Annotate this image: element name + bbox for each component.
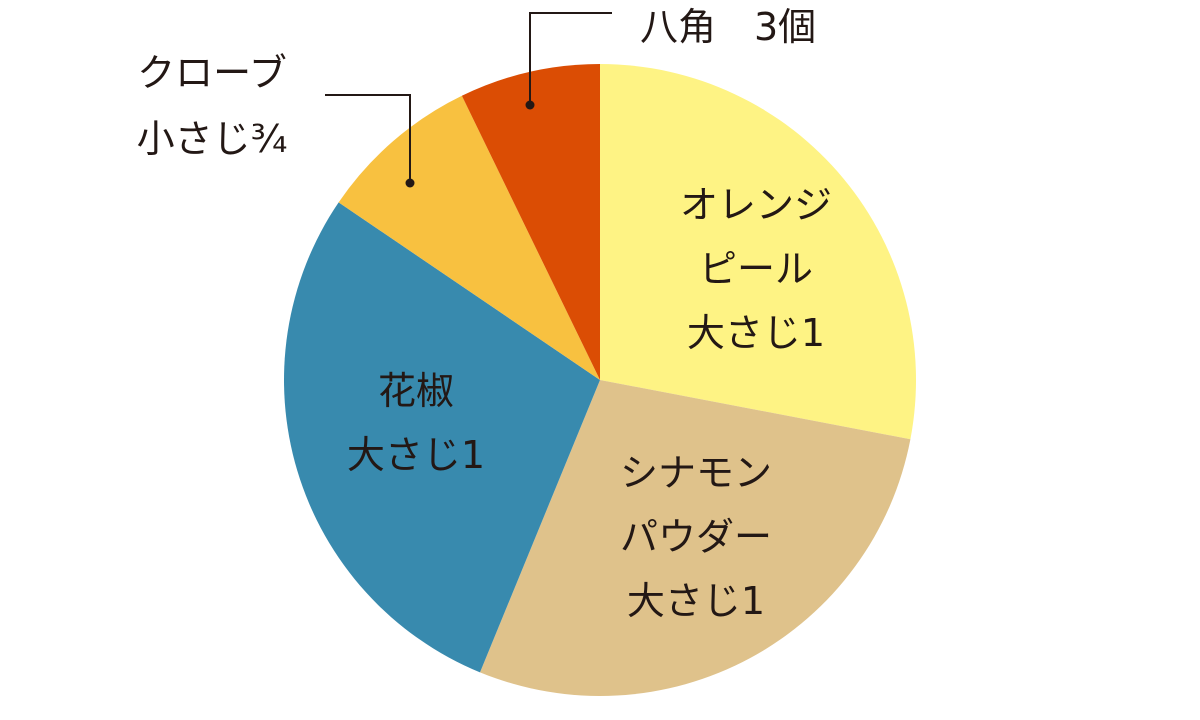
- leader-line-star-anise: [525, 12, 612, 110]
- slice-label-orange-peel-line1: オレンジ: [680, 183, 832, 227]
- slice-label-clove-line1: クローブ: [137, 51, 287, 95]
- pie-slice-4: [461, 64, 600, 380]
- slice-label-orange-peel-line2: ピール: [699, 247, 813, 291]
- pie-slice-3: [338, 95, 600, 381]
- slice-label-star-anise: 八角 3個: [640, 5, 816, 49]
- pie-slice-1: [479, 380, 911, 696]
- slice-label-cinnamon-line1: シナモン: [620, 451, 772, 495]
- slice-label-sichuan-pepper-line1: 花椒: [378, 369, 454, 413]
- leader-line-clove: [325, 94, 415, 188]
- slice-label-cinnamon-line3: 大さじ1: [627, 579, 765, 623]
- pie-slice-0: [600, 64, 917, 440]
- pie-slices: [283, 64, 917, 696]
- slice-label-orange-peel-line3: 大さじ1: [687, 311, 825, 355]
- pie-slice-2: [283, 202, 600, 673]
- slice-label-clove-line2: 小さじ¾: [137, 117, 288, 161]
- slice-label-cinnamon-line2: パウダー: [620, 515, 772, 559]
- slice-label-sichuan-pepper-line2: 大さじ1: [347, 433, 485, 477]
